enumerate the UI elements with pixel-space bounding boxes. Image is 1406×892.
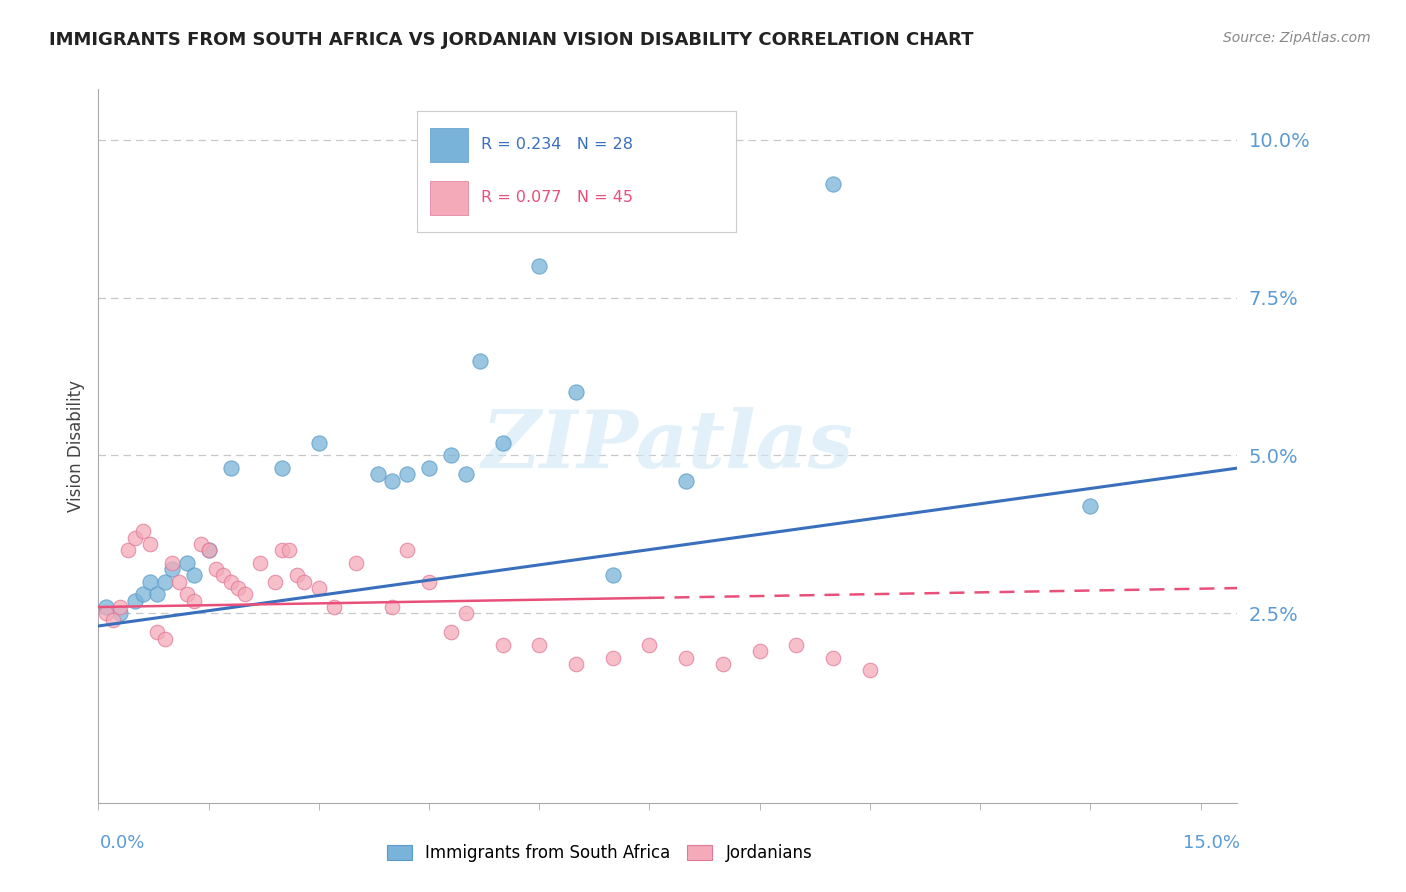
- Point: [249, 556, 271, 570]
- Point: [131, 587, 153, 601]
- Point: [675, 474, 697, 488]
- Point: [271, 461, 294, 475]
- Point: [440, 625, 463, 640]
- Point: [139, 574, 162, 589]
- Point: [367, 467, 389, 482]
- Point: [131, 524, 153, 539]
- Point: [292, 574, 315, 589]
- Point: [153, 574, 176, 589]
- Point: [454, 607, 477, 621]
- Text: IMMIGRANTS FROM SOUTH AFRICA VS JORDANIAN VISION DISABILITY CORRELATION CHART: IMMIGRANTS FROM SOUTH AFRICA VS JORDANIA…: [49, 31, 974, 49]
- Point: [859, 663, 882, 677]
- Point: [440, 449, 463, 463]
- Point: [219, 461, 242, 475]
- Point: [160, 562, 183, 576]
- Point: [565, 385, 588, 400]
- Point: [395, 543, 418, 558]
- Text: 0.0%: 0.0%: [100, 834, 145, 852]
- Point: [197, 543, 219, 558]
- Point: [205, 562, 228, 576]
- Point: [124, 593, 146, 607]
- Point: [278, 543, 301, 558]
- Point: [418, 461, 440, 475]
- Point: [344, 556, 367, 570]
- Point: [491, 638, 513, 652]
- Point: [183, 593, 205, 607]
- Point: [322, 600, 344, 615]
- Point: [675, 650, 697, 665]
- Point: [381, 600, 404, 615]
- Point: [117, 543, 139, 558]
- Point: [454, 467, 477, 482]
- Point: [183, 568, 205, 582]
- Point: [271, 543, 294, 558]
- Point: [395, 467, 418, 482]
- Point: [381, 474, 404, 488]
- Text: Source: ZipAtlas.com: Source: ZipAtlas.com: [1223, 31, 1371, 45]
- Point: [470, 353, 492, 368]
- Point: [94, 600, 117, 615]
- Point: [146, 587, 169, 601]
- Point: [308, 435, 330, 450]
- Point: [146, 625, 169, 640]
- Point: [212, 568, 235, 582]
- Point: [160, 556, 183, 570]
- Point: [110, 600, 132, 615]
- Point: [176, 587, 198, 601]
- Point: [823, 650, 845, 665]
- Point: [711, 657, 734, 671]
- Point: [529, 638, 551, 652]
- Point: [219, 574, 242, 589]
- Y-axis label: Vision Disability: Vision Disability: [66, 380, 84, 512]
- Point: [529, 259, 551, 273]
- Point: [226, 581, 249, 595]
- Point: [176, 556, 198, 570]
- Point: [823, 177, 845, 191]
- Point: [153, 632, 176, 646]
- Legend: Immigrants from South Africa, Jordanians: Immigrants from South Africa, Jordanians: [387, 844, 813, 863]
- Point: [94, 607, 117, 621]
- Text: 15.0%: 15.0%: [1182, 834, 1240, 852]
- Point: [190, 537, 212, 551]
- Point: [308, 581, 330, 595]
- Point: [263, 574, 285, 589]
- Point: [139, 537, 162, 551]
- Point: [197, 543, 219, 558]
- Point: [602, 568, 624, 582]
- Point: [124, 531, 146, 545]
- Text: ZIPatlas: ZIPatlas: [482, 408, 853, 484]
- Point: [167, 574, 190, 589]
- Point: [602, 650, 624, 665]
- Point: [101, 613, 124, 627]
- Point: [748, 644, 770, 658]
- Point: [491, 435, 513, 450]
- Point: [565, 657, 588, 671]
- Point: [638, 638, 661, 652]
- Point: [285, 568, 308, 582]
- Point: [235, 587, 257, 601]
- Point: [1078, 499, 1101, 513]
- Point: [785, 638, 807, 652]
- Point: [110, 607, 132, 621]
- Point: [418, 574, 440, 589]
